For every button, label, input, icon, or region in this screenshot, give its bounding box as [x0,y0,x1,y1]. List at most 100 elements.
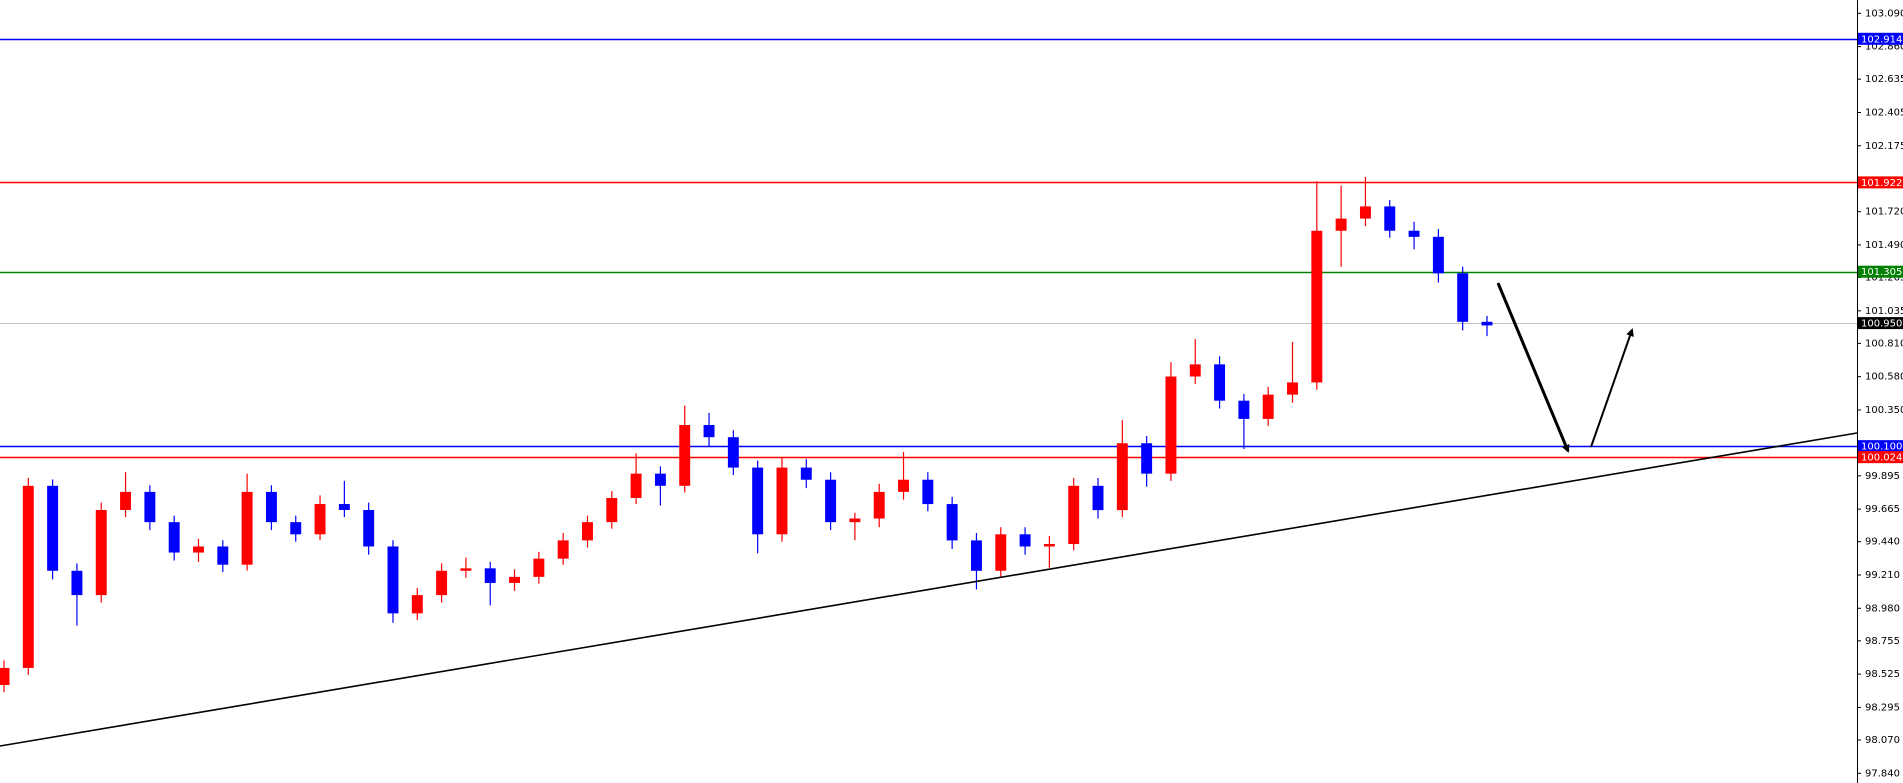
level-label-bg [1858,451,1903,464]
candle-body [120,491,132,510]
candle-body [436,570,448,596]
y-tick-label: 100.810 [1865,338,1903,349]
candle-body [241,491,253,565]
level-label: 101.305 [1861,267,1902,278]
candle-body [1141,443,1153,474]
candle-body [1457,273,1469,322]
candle-body [606,497,618,523]
candle-body [946,504,958,541]
y-tick-label: 100.580 [1865,372,1903,383]
y-tick-label: 99.210 [1865,570,1900,581]
price-axis [1857,0,1903,783]
candle-body [1287,382,1298,395]
y-tick-label: 99.665 [1865,504,1900,515]
candle-body [922,479,934,505]
trend-line [0,432,1858,747]
candle-body [752,467,764,535]
candle-body [95,509,107,596]
candle-body [71,570,83,596]
level-label-bg [1858,265,1903,278]
y-tick-label: 102.860 [1865,42,1903,53]
candle-body [1384,206,1396,231]
y-tick-label: 99.440 [1865,537,1900,548]
levels [0,38,1857,459]
candle-body [460,568,472,571]
candle-body [800,467,812,480]
candle-body [1116,443,1128,511]
candle-body [776,467,788,535]
candle-body [873,491,885,519]
candles [0,176,1493,693]
candle-body [898,479,909,492]
candle-body [679,425,691,486]
candle-body [47,485,59,571]
level-label-bg [1858,176,1903,189]
candle-body [582,522,593,541]
candle-body [1019,534,1031,547]
y-tick-label: 98.755 [1865,636,1900,647]
level-label: 102.914 [1861,34,1902,45]
candle-body [217,546,229,565]
y-tick-label: 102.405 [1865,107,1903,118]
candle-body [1092,485,1104,511]
y-tick-label: 98.980 [1865,603,1900,614]
candle-body [168,522,180,553]
y-tick-label: 101.035 [1865,306,1903,317]
level-label: 100.950 [1861,319,1902,330]
candle-body [630,473,642,498]
y-tick-label: 98.295 [1865,702,1900,713]
candle-body [557,540,569,559]
candle-body [703,425,715,438]
level-label: 101.922 [1861,178,1902,189]
y-tick-label: 101.720 [1865,207,1903,218]
candle-body [1043,544,1055,547]
candle-body [1481,321,1493,326]
candle-body [509,576,521,583]
candle-body [1408,230,1420,237]
candle-body [1189,364,1201,377]
candle-body [290,522,302,535]
candle-body [144,491,156,523]
candle-body [338,504,350,510]
candle-body [1359,206,1371,219]
candle-body [363,509,375,547]
y-tick-label: 97.840 [1865,768,1900,779]
level-label-bg [1858,440,1903,453]
candle-body [849,518,861,523]
candle-body [1214,364,1226,401]
level-label: 100.024 [1861,453,1902,464]
y-tick-label: 103.090 [1865,8,1903,19]
candle-body [1432,236,1444,274]
candle-body [1335,218,1347,231]
candle-body [484,568,496,583]
arrow-down [1496,282,1570,453]
arrow-up [1590,328,1634,448]
candle-body [1262,394,1274,419]
candle-body [387,546,399,614]
y-tick-label: 101.265 [1865,273,1903,284]
candle-body [22,485,34,668]
candle-body [970,540,982,571]
candle-body [1068,485,1080,545]
candle-body [0,667,10,685]
candle-body [1165,376,1177,474]
candle-body [1311,230,1323,383]
level-label-bg [1858,317,1903,330]
y-tick-label: 102.175 [1865,141,1903,152]
y-tick-label: 102.635 [1865,74,1903,85]
candle-body [995,534,1007,571]
candle-body [1238,400,1250,419]
candle-body [265,491,277,523]
candle-body [825,479,837,523]
y-tick-label: 100.350 [1865,405,1903,416]
y-tick-label: 101.490 [1865,240,1903,251]
y-tick-label: 98.070 [1865,735,1900,746]
y-tick-label: 99.895 [1865,471,1900,482]
candle-body [314,504,326,535]
candle-body [193,546,204,553]
price-scale: 103.090 102.860 102.635 102.405 102.175 101.7… [1857,8,1903,779]
candle-body [411,595,423,614]
candle-body [533,558,545,577]
level-label: 100.100 [1861,442,1902,453]
